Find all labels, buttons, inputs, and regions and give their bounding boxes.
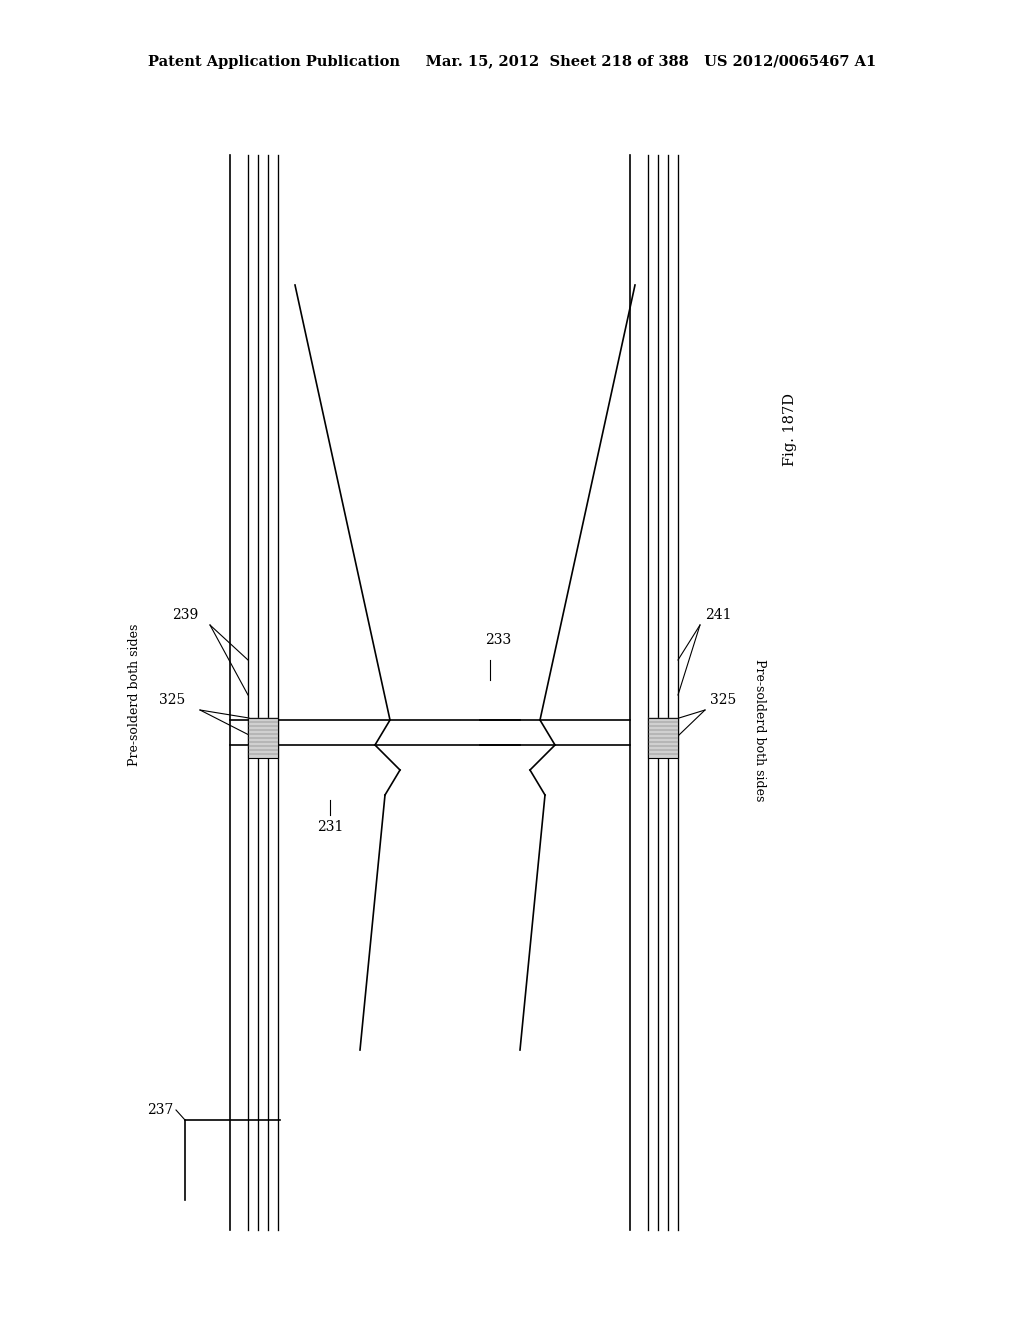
Text: 239: 239 xyxy=(172,609,198,622)
Text: Pre-solderd both sides: Pre-solderd both sides xyxy=(128,624,141,766)
Text: 325: 325 xyxy=(159,693,185,708)
Text: 233: 233 xyxy=(485,634,511,647)
Text: 231: 231 xyxy=(316,820,343,834)
Bar xyxy=(648,718,678,758)
Text: Pre-solderd both sides: Pre-solderd both sides xyxy=(754,659,767,801)
Text: 237: 237 xyxy=(146,1104,173,1117)
Text: 241: 241 xyxy=(705,609,731,622)
Text: Fig. 187D: Fig. 187D xyxy=(783,393,797,466)
Text: 325: 325 xyxy=(710,693,736,708)
Bar xyxy=(248,718,278,758)
Text: Patent Application Publication     Mar. 15, 2012  Sheet 218 of 388   US 2012/006: Patent Application Publication Mar. 15, … xyxy=(147,55,877,69)
